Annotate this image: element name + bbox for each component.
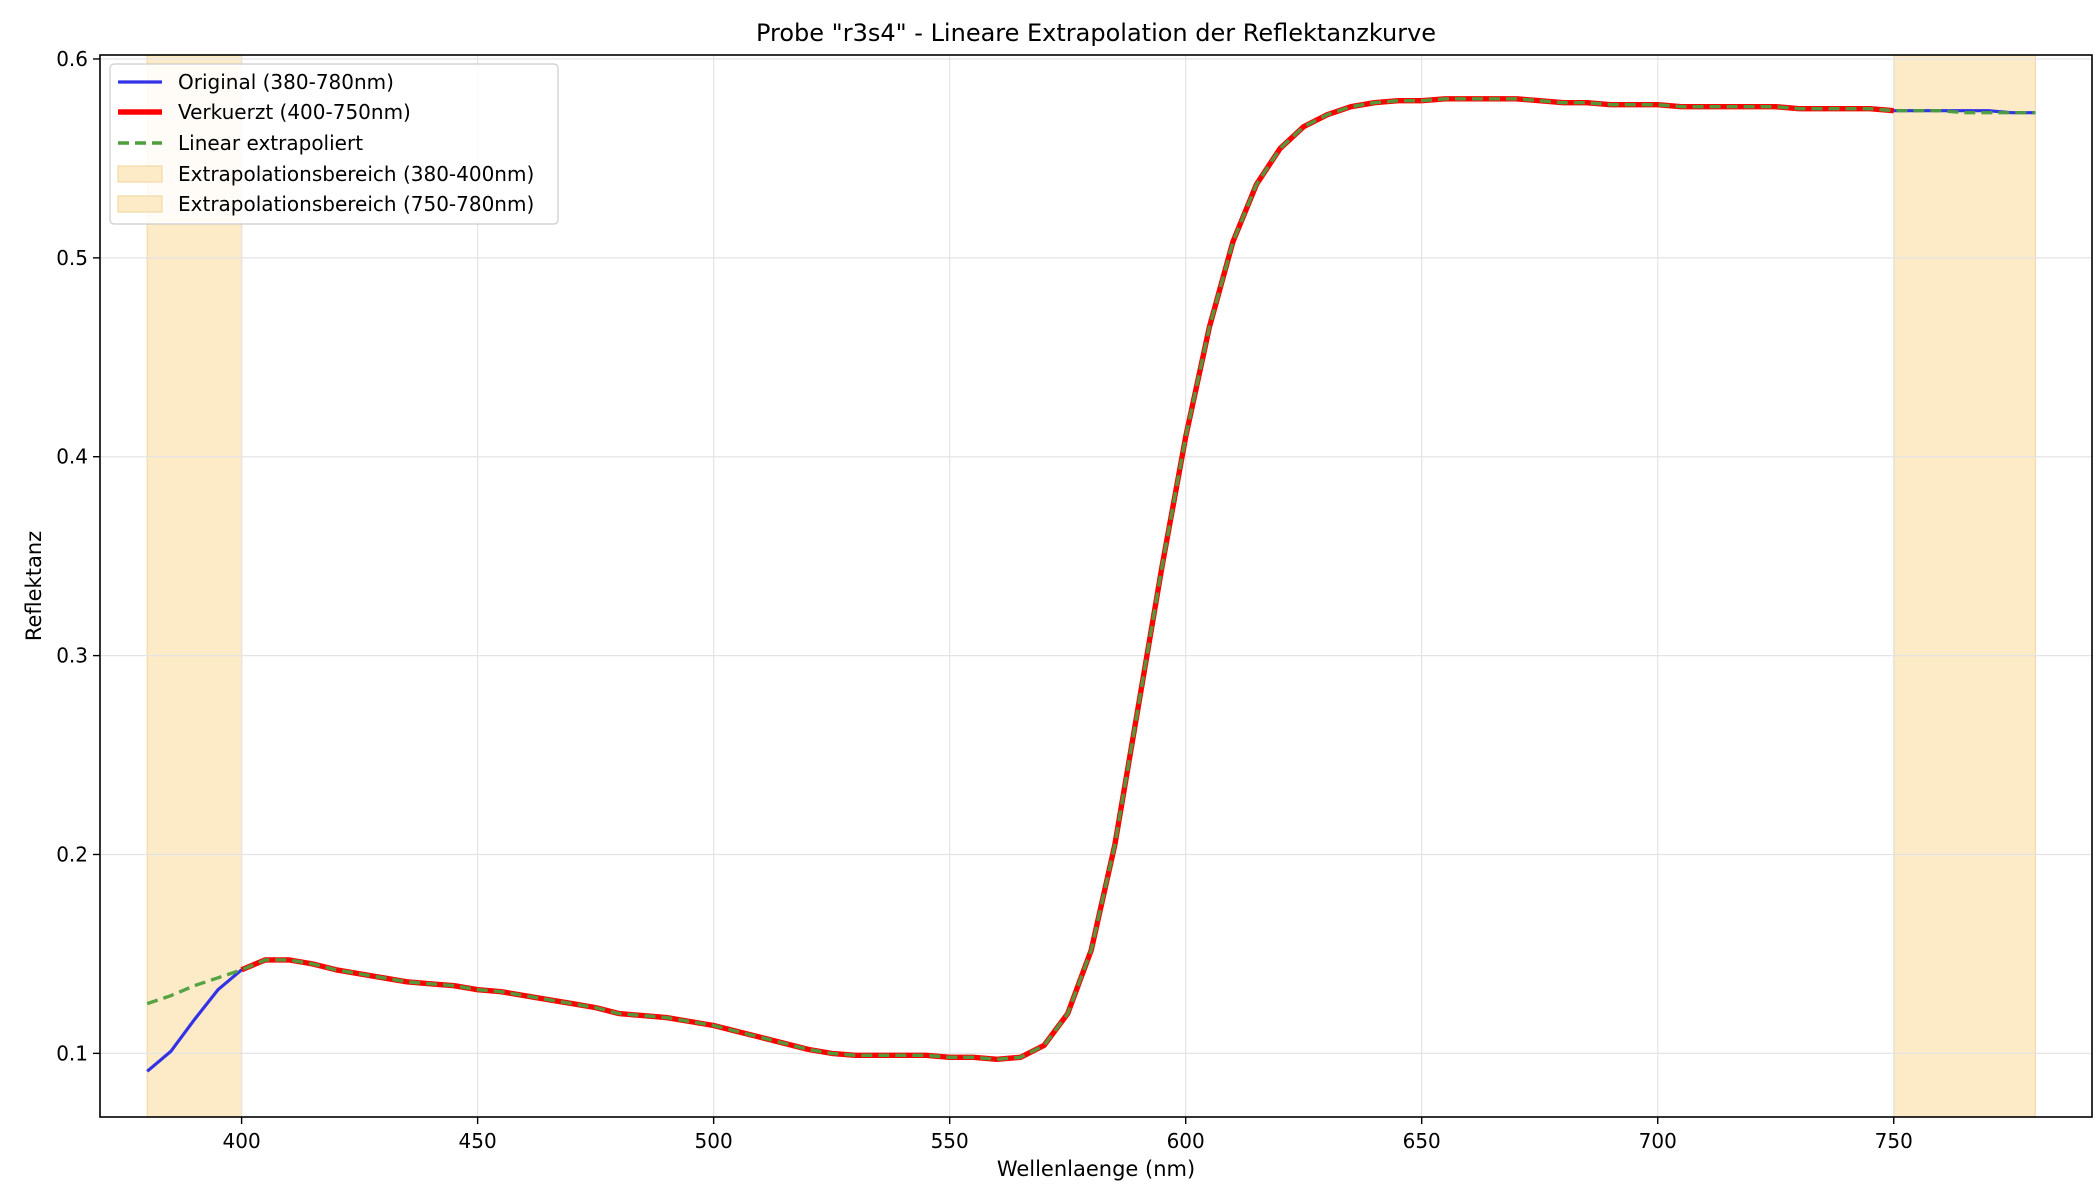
- legend-patch-swatch: [117, 165, 163, 183]
- chart-title: Probe "r3s4" - Lineare Extrapolation der…: [756, 19, 1436, 47]
- legend-patch-swatch: [117, 195, 163, 213]
- x-tick-label: 650: [1403, 1129, 1441, 1153]
- extrapolation-region-2: [1893, 54, 2036, 1118]
- x-tick-label: 450: [459, 1129, 497, 1153]
- x-axis-label: Wellenlaenge (nm): [997, 1157, 1195, 1181]
- y-tick-label: 0.1: [56, 1041, 88, 1065]
- y-tick-label: 0.6: [56, 47, 88, 71]
- y-tick-label: 0.3: [56, 644, 88, 668]
- legend-items: Original (380-780nm) Verkuerzt (400-750nm…: [117, 70, 534, 216]
- extrapolation-region-1: [146, 54, 243, 1118]
- grid-lines: [100, 55, 2092, 1117]
- y-axis-ticks: 0.1 0.2 0.3 0.4 0.5 0.6: [56, 47, 100, 1065]
- y-tick-label: 0.4: [56, 445, 88, 469]
- legend: Original (380-780nm) Verkuerzt (400-750nm…: [109, 63, 559, 225]
- x-tick-label: 500: [695, 1129, 733, 1153]
- legend-label: Verkuerzt (400-750nm): [178, 100, 411, 124]
- legend-label: Linear extrapoliert: [178, 131, 363, 155]
- plot-area-frame: [99, 54, 2093, 1118]
- legend-label: Extrapolationsbereich (380-400nm): [178, 162, 534, 186]
- series-linear-extrapoliert-line: [146, 97, 2036, 1062]
- x-tick-label: 400: [223, 1129, 261, 1153]
- data-series: [146, 96, 2036, 1073]
- y-tick-label: 0.5: [56, 246, 88, 270]
- y-tick-label: 0.2: [56, 842, 88, 866]
- legend-label: Extrapolationsbereich (750-780nm): [178, 192, 534, 216]
- x-tick-label: 600: [1167, 1129, 1205, 1153]
- x-tick-label: 750: [1875, 1129, 1913, 1153]
- legend-label: Original (380-780nm): [178, 70, 394, 94]
- x-axis-ticks: 400 450 500 550 600 650 700 750: [223, 1117, 1913, 1153]
- x-tick-label: 700: [1639, 1129, 1677, 1153]
- y-axis-label: Reflektanz: [22, 531, 46, 641]
- x-tick-label: 550: [931, 1129, 969, 1153]
- legend-box: [109, 63, 559, 225]
